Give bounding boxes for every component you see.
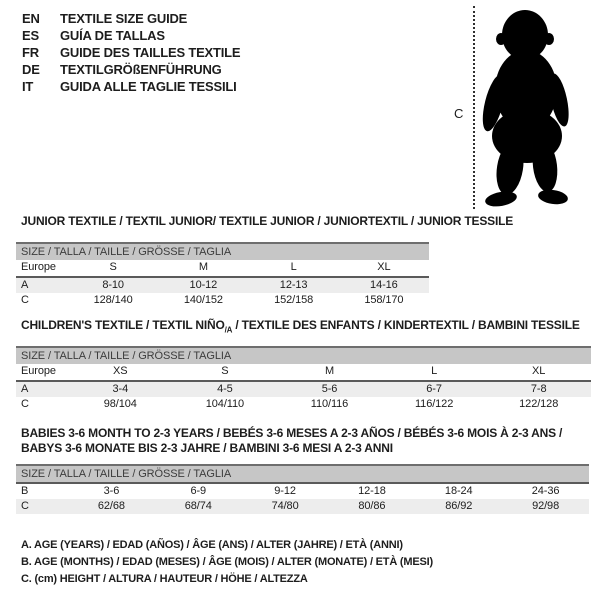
table-cell: 4-5 bbox=[217, 383, 233, 395]
table-cell: 110/116 bbox=[310, 398, 349, 410]
language-code: ES bbox=[22, 28, 39, 43]
table-cell: A bbox=[21, 383, 29, 395]
language-code: DE bbox=[22, 62, 40, 77]
size-header-bar: SIZE / TALLA / TAILLE / GRÖSSE / TAGLIA bbox=[16, 346, 591, 364]
table-cell: 8-10 bbox=[102, 279, 124, 291]
table-row-age: A 8-10 10-12 12-13 14-16 bbox=[16, 278, 429, 293]
babies-textile-table: SIZE / TALLA / TAILLE / GRÖSSE / TAGLIA … bbox=[16, 464, 589, 514]
title-line: BABIES 3-6 MONTH TO 2-3 YEARS / BEBÉS 3-… bbox=[21, 426, 563, 440]
table-cell: XL bbox=[377, 261, 391, 273]
table-cell: 128/140 bbox=[93, 294, 133, 306]
table-cell: 140/152 bbox=[183, 294, 223, 306]
table-cell: 12-18 bbox=[358, 485, 386, 497]
table-cell: 12-13 bbox=[279, 279, 308, 291]
table-cell: 10-12 bbox=[189, 279, 218, 291]
footnote-height: C. (cm) HEIGHT / ALTURA / HAUTEUR / HÖHE… bbox=[21, 573, 308, 585]
table-cell: L bbox=[431, 365, 438, 377]
table-row-height: C 98/104 104/110 110/116 116/122 122/128 bbox=[16, 397, 591, 412]
size-header-bar: SIZE / TALLA / TAILLE / GRÖSSE / TAGLIA bbox=[16, 242, 429, 260]
language-label: GUIDE DES TAILLES TEXTILE bbox=[60, 45, 241, 60]
language-row: IT GUIDA ALLE TAGLIE TESSILI bbox=[22, 78, 240, 95]
title-text: / TEXTILE DES ENFANTS / KINDERTEXTIL / B… bbox=[232, 318, 580, 332]
table-cell: 152/158 bbox=[274, 294, 314, 306]
language-label: GUIDA ALLE TAGLIE TESSILI bbox=[60, 79, 237, 94]
table-cell: 14-16 bbox=[370, 279, 398, 291]
table-cell: 6-9 bbox=[190, 485, 207, 497]
junior-textile-table: SIZE / TALLA / TAILLE / GRÖSSE / TAGLIA … bbox=[16, 242, 429, 308]
language-code: IT bbox=[22, 79, 34, 94]
table-cell: XS bbox=[113, 365, 128, 377]
table-cell: C bbox=[21, 398, 29, 410]
table-cell: 5-6 bbox=[321, 383, 338, 395]
language-row: DE TEXTILGRÖßENFÜHRUNG bbox=[22, 61, 240, 78]
table-cell: S bbox=[221, 365, 229, 377]
table-cell: M bbox=[198, 261, 208, 273]
table-row-age-months: B 3-6 6-9 9-12 12-18 18-24 24-36 bbox=[16, 484, 589, 499]
childrens-textile-table: SIZE / TALLA / TAILLE / GRÖSSE / TAGLIA … bbox=[16, 346, 591, 412]
height-label: C bbox=[454, 106, 464, 121]
table-cell: 104/110 bbox=[205, 398, 245, 410]
footnote-age-months: B. AGE (MONTHS) / EDAD (MESES) / ÂGE (MO… bbox=[21, 556, 433, 568]
table-cell: B bbox=[21, 485, 29, 497]
baby-figure: C bbox=[450, 4, 600, 216]
table-cell: C bbox=[21, 500, 29, 512]
language-row: ES GUÍA DE TALLAS bbox=[22, 27, 240, 44]
language-row: FR GUIDE DES TAILLES TEXTILE bbox=[22, 44, 241, 61]
childrens-table-title: CHILDREN'S TEXTILE / TEXTIL NIÑO/A / TEX… bbox=[21, 318, 580, 337]
table-row-europe: Europe XS S M L XL bbox=[16, 364, 591, 382]
title-text: CHILDREN'S TEXTILE / TEXTIL NIÑO bbox=[21, 318, 225, 332]
table-cell: 6-7 bbox=[426, 383, 442, 395]
table-cell: 116/122 bbox=[414, 398, 454, 410]
language-code: EN bbox=[22, 11, 40, 26]
table-cell: 68/74 bbox=[184, 500, 212, 512]
table-row-age: A 3-4 4-5 5-6 6-7 7-8 bbox=[16, 382, 591, 397]
table-cell: 92/98 bbox=[532, 500, 560, 512]
table-cell: 98/104 bbox=[103, 398, 137, 410]
table-cell: XL bbox=[532, 365, 546, 377]
table-cell: 9-12 bbox=[274, 485, 296, 497]
table-cell: 3-4 bbox=[112, 383, 129, 395]
table-cell: Europe bbox=[21, 261, 56, 273]
table-cell: 24-36 bbox=[531, 485, 560, 497]
table-cell: 3-6 bbox=[103, 485, 120, 497]
language-code: FR bbox=[22, 45, 39, 60]
table-cell: 80/86 bbox=[358, 500, 386, 512]
table-cell: 7-8 bbox=[530, 383, 547, 395]
babies-table-title: BABIES 3-6 MONTH TO 2-3 YEARS / BEBÉS 3-… bbox=[21, 426, 562, 456]
size-header-bar: SIZE / TALLA / TAILLE / GRÖSSE / TAGLIA bbox=[16, 464, 589, 484]
table-cell: 122/128 bbox=[519, 398, 559, 410]
baby-silhouette-icon bbox=[482, 10, 569, 207]
language-header: EN TEXTILE SIZE GUIDE ES GUÍA DE TALLAS … bbox=[22, 10, 241, 95]
language-row: EN TEXTILE SIZE GUIDE bbox=[22, 10, 240, 27]
language-label: TEXTILE SIZE GUIDE bbox=[60, 11, 188, 26]
table-cell: 18-24 bbox=[444, 485, 473, 497]
table-cell: L bbox=[290, 261, 297, 273]
table-cell: Europe bbox=[21, 365, 56, 377]
table-cell: 62/68 bbox=[97, 500, 125, 512]
table-cell: A bbox=[21, 279, 29, 291]
title-line: BABYS 3-6 MONATE BIS 2-3 JAHRE / BAMBINI… bbox=[21, 441, 393, 455]
footnote-age-years: A. AGE (YEARS) / EDAD (AÑOS) / ÂGE (ANS)… bbox=[21, 539, 403, 551]
table-cell: 158/170 bbox=[364, 294, 404, 306]
junior-table-title: JUNIOR TEXTILE / TEXTIL JUNIOR/ TEXTILE … bbox=[21, 214, 514, 228]
table-row-height: C 128/140 140/152 152/158 158/170 bbox=[16, 293, 429, 308]
title-subscript: /A bbox=[224, 325, 233, 335]
table-cell: 86/92 bbox=[445, 500, 473, 512]
table-cell: M bbox=[324, 365, 335, 377]
footnotes: A. AGE (YEARS) / EDAD (AÑOS) / ÂGE (ANS)… bbox=[21, 537, 433, 588]
table-cell: 74/80 bbox=[271, 500, 299, 512]
table-cell: S bbox=[109, 261, 117, 273]
language-label: TEXTILGRÖßENFÜHRUNG bbox=[60, 62, 222, 77]
table-row-europe: Europe S M L XL bbox=[16, 260, 429, 278]
table-row-height: C 62/68 68/74 74/80 80/86 86/92 92/98 bbox=[16, 499, 589, 514]
table-cell: C bbox=[21, 294, 29, 306]
language-label: GUÍA DE TALLAS bbox=[60, 28, 165, 43]
height-dotted-line bbox=[473, 6, 475, 209]
